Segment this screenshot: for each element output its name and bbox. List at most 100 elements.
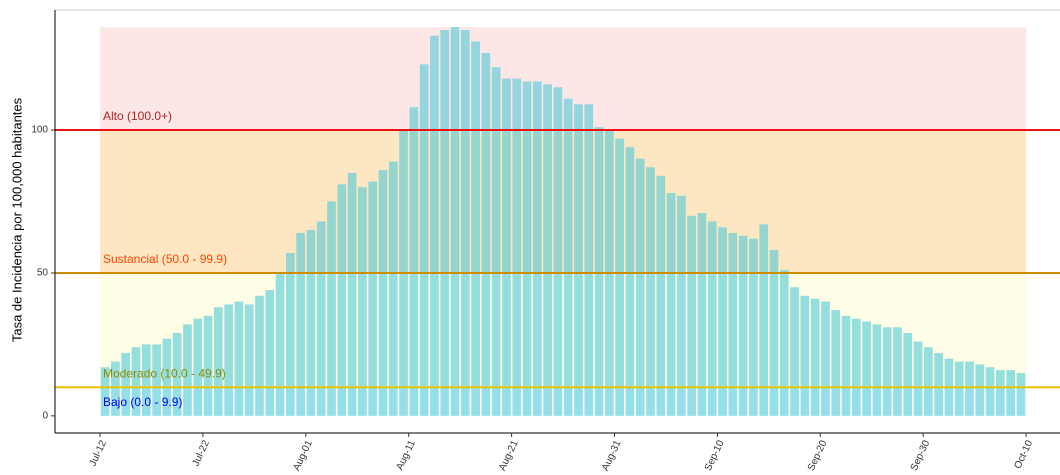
bar [996,370,1005,416]
bar [985,367,995,416]
y-tick-label: 0 [42,410,48,421]
y-axis-label: Tasa de Incidencia por 100,000 habitante… [9,97,24,342]
bar [224,304,233,416]
bar [296,232,305,416]
x-tick-label: Sep-30 [909,438,933,472]
bar [111,361,120,416]
bar [790,287,799,416]
x-tick-label: Aug-01 [291,438,315,472]
x-tick-label: Aug-21 [497,438,521,472]
x-tick-label: Aug-11 [395,438,418,472]
bar [615,138,624,416]
bar [563,98,573,416]
bar [162,338,172,416]
x-tick-label: Jul-12 [88,438,110,468]
bar [183,324,192,416]
bar [749,238,758,416]
bar [831,310,841,416]
bar [841,315,851,416]
y-tick-label: 50 [37,268,49,279]
x-tick-label: Aug-31 [600,438,624,472]
x-tick-label: Jul-22 [191,438,213,468]
level-band [100,387,1027,416]
bar [584,104,594,416]
bar [255,295,264,416]
bar [924,347,933,416]
bar [759,224,769,416]
bar [913,341,923,416]
bar [121,352,131,416]
bar [306,230,316,416]
bar [769,250,779,416]
bar [409,107,419,416]
level-label: Alto (100.0+) [103,109,172,123]
level-label: Sustancial (50.0 - 99.9) [103,252,227,266]
bar [677,195,686,416]
bar [687,215,697,416]
bar [810,298,820,416]
bar [368,181,378,416]
x-tick-label: Sep-10 [703,438,727,472]
bar [728,232,738,416]
bar [553,87,563,416]
bar [635,158,645,416]
bar [286,252,295,416]
bar [738,235,748,416]
bar [213,307,223,416]
bar [821,301,830,416]
bar [975,364,985,416]
bar [203,315,213,416]
bar [419,64,429,416]
bar [532,81,542,416]
bar [193,318,203,416]
bar [152,344,161,416]
bar [625,147,635,416]
bar [502,78,511,416]
bar [893,327,902,416]
bar [244,304,254,416]
bar [522,81,532,416]
bar [697,212,707,416]
bar [594,127,604,416]
level-label: Bajo (0.0 - 9.9) [103,395,182,409]
bar [430,35,439,416]
bar [460,30,470,416]
bar [347,172,357,416]
bar [388,161,398,416]
bar [934,352,943,416]
bar [882,327,892,416]
bar [1016,372,1026,416]
bar [543,84,552,416]
bar [1006,370,1016,416]
bar [872,324,882,416]
bar [512,78,522,416]
level-band [100,130,1027,273]
bar [378,170,388,416]
level-band [100,27,1027,131]
bar [862,321,871,416]
bar [358,187,367,416]
bar [131,347,141,416]
bar [656,175,666,416]
bar [666,192,676,416]
bar [851,318,861,416]
y-tick-label: 100 [31,125,48,136]
bar [646,167,655,416]
bar [265,290,275,416]
x-tick-label: Sep-20 [806,438,830,472]
bar [337,184,347,416]
bar [491,67,501,416]
bar [100,367,110,416]
bar [471,41,480,416]
bar [172,332,182,416]
x-tick-label: Oct-10 [1013,438,1036,470]
level-label: Moderado (10.0 - 49.9) [103,366,226,380]
bar [574,104,583,416]
level-band [100,272,1027,388]
bar [316,221,326,416]
bar [440,30,450,416]
bar [965,361,974,416]
bar [718,227,727,416]
bar [903,332,913,416]
